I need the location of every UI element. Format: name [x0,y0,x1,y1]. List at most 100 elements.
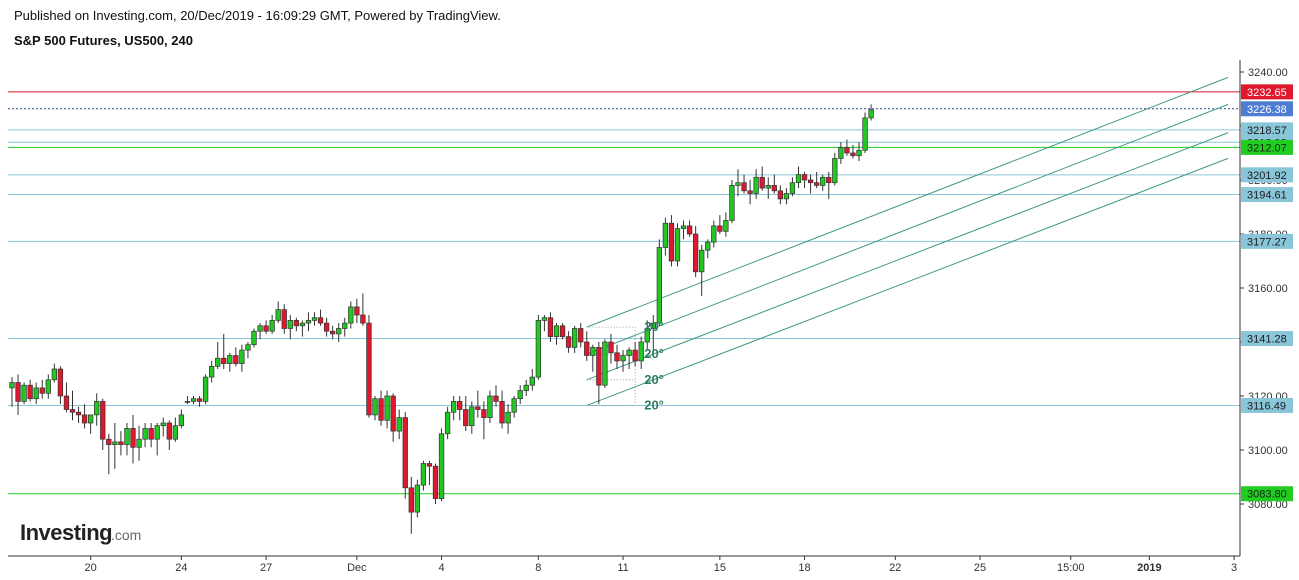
candle[interactable] [517,385,523,405]
candle[interactable] [130,414,136,464]
candle[interactable] [547,312,554,342]
candle[interactable] [51,363,57,383]
candle[interactable] [559,323,566,340]
candle[interactable] [75,406,82,423]
candle[interactable] [650,315,656,353]
price-badge[interactable]: 3177.27 [1241,233,1293,249]
candle[interactable] [384,390,390,429]
candle[interactable] [323,317,330,337]
candle[interactable] [215,342,221,369]
candle[interactable] [771,174,777,194]
candle[interactable] [602,339,608,388]
candle[interactable] [565,331,572,353]
candle[interactable] [451,396,457,421]
candle[interactable] [644,320,650,351]
candle[interactable] [844,139,850,156]
candle[interactable] [402,412,408,499]
price-badge[interactable]: 3194.61 [1241,187,1293,203]
candle[interactable] [801,171,808,189]
candle[interactable] [463,396,469,432]
candle[interactable] [251,328,257,348]
candle[interactable] [753,169,759,199]
candle[interactable] [789,177,796,197]
candle[interactable] [287,315,293,340]
candle[interactable] [124,423,130,456]
candle[interactable] [590,344,596,372]
candle[interactable] [348,301,354,329]
price-badge[interactable]: 3232.65 [1241,84,1293,100]
fan-line[interactable] [586,76,1229,328]
candle[interactable] [838,142,844,164]
candle[interactable] [281,304,287,334]
candle[interactable] [505,404,511,434]
candle[interactable] [662,217,669,256]
candle[interactable] [656,239,662,326]
candle[interactable] [311,312,318,326]
candle[interactable] [63,382,70,413]
candle[interactable] [475,390,481,418]
candle[interactable] [499,390,505,429]
candle[interactable] [759,166,765,191]
candle[interactable] [233,347,239,367]
candle[interactable] [420,460,427,491]
candle[interactable] [160,417,166,437]
candle[interactable] [735,169,741,197]
candle[interactable] [305,312,312,332]
candle[interactable] [209,360,215,383]
candle[interactable] [457,396,463,421]
candle[interactable] [438,428,445,502]
candle[interactable] [118,431,124,456]
candle[interactable] [112,423,118,469]
candle[interactable] [100,398,106,450]
fan-line[interactable] [586,103,1229,355]
candle[interactable] [487,390,493,423]
candle[interactable] [239,344,245,372]
candle[interactable] [396,409,402,440]
fan-line[interactable] [586,157,1229,406]
candle[interactable] [614,344,620,369]
price-badge[interactable]: 3226.38 [1241,101,1293,117]
candle[interactable] [747,180,753,205]
candle[interactable] [807,174,814,194]
candle[interactable] [390,393,396,442]
candle[interactable] [408,477,414,534]
candle[interactable] [9,377,15,407]
candle[interactable] [87,414,94,434]
candle[interactable] [638,336,644,369]
candle[interactable] [94,393,100,426]
candle[interactable] [620,350,626,372]
candle[interactable] [795,166,802,189]
candle[interactable] [275,301,281,324]
candle[interactable] [366,315,372,418]
candle[interactable] [69,390,76,421]
candle[interactable] [493,385,499,407]
candle[interactable] [15,374,21,415]
candle[interactable] [33,382,39,405]
candle[interactable] [596,342,602,405]
candle[interactable] [106,433,112,475]
candle[interactable] [330,325,336,340]
fan-line[interactable] [586,132,1229,381]
candle[interactable] [820,174,826,191]
candle[interactable] [862,112,868,154]
candle[interactable] [142,423,148,448]
candle[interactable] [293,317,299,332]
candle[interactable] [45,374,51,399]
price-badge[interactable]: 3083.80 [1241,486,1293,502]
candle[interactable] [360,293,366,326]
candle[interactable] [27,379,33,402]
candle[interactable] [245,342,251,359]
candle[interactable] [227,352,233,372]
candle[interactable] [136,425,142,461]
candle[interactable] [553,323,560,345]
candle[interactable] [263,320,269,334]
candle[interactable] [632,342,638,367]
candle[interactable] [680,220,687,240]
candle[interactable] [765,177,771,199]
candle[interactable] [342,317,348,337]
candle[interactable] [674,223,681,267]
candle[interactable] [692,225,699,278]
candle[interactable] [813,171,820,189]
candle[interactable] [699,244,705,297]
candle[interactable] [432,463,439,505]
